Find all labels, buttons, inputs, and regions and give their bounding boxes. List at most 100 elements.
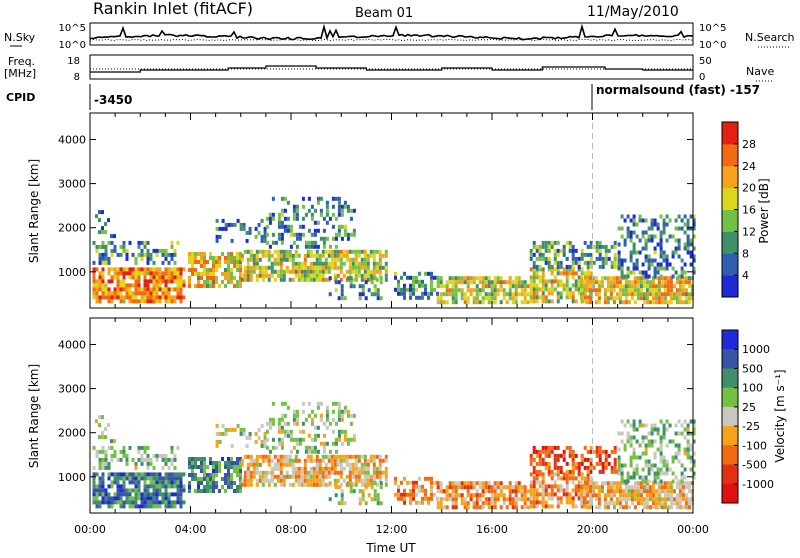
power-cell bbox=[665, 258, 669, 263]
power-cell bbox=[116, 271, 120, 276]
velocity-cell bbox=[258, 478, 262, 483]
power-cell bbox=[152, 275, 156, 280]
velocity-cell bbox=[692, 463, 696, 468]
power-cell bbox=[451, 288, 455, 293]
power-cell bbox=[550, 264, 554, 269]
power-cell bbox=[663, 292, 667, 297]
nave-right-label: Nave bbox=[746, 65, 774, 78]
velocity-cell bbox=[249, 482, 253, 487]
power-cell bbox=[212, 284, 215, 288]
power-cell bbox=[176, 279, 180, 284]
velocity-cell bbox=[215, 473, 218, 477]
power-cell bbox=[535, 264, 539, 269]
power-cell bbox=[188, 268, 191, 272]
power-cell bbox=[363, 265, 367, 270]
power-cell bbox=[412, 291, 415, 296]
power-cell bbox=[580, 267, 584, 272]
velocity-cell bbox=[508, 501, 512, 506]
power-cell bbox=[312, 273, 316, 278]
velocity-cell bbox=[270, 470, 274, 475]
velocity-cell bbox=[336, 478, 340, 483]
power-cell bbox=[677, 274, 681, 279]
velocity-cell bbox=[532, 457, 536, 462]
power-cell bbox=[481, 296, 485, 301]
power-cell bbox=[632, 214, 636, 219]
power-cell bbox=[346, 232, 350, 237]
velocity-cell bbox=[343, 433, 347, 438]
velocity-cell bbox=[146, 465, 150, 470]
velocity-cell bbox=[659, 447, 663, 452]
velocity-cell bbox=[149, 500, 153, 505]
velocity-cell bbox=[532, 504, 536, 509]
power-cell bbox=[243, 273, 247, 278]
power-cell bbox=[580, 271, 584, 276]
velocity-cell bbox=[394, 492, 397, 497]
velocity-cell bbox=[674, 451, 678, 456]
velocity-cell bbox=[672, 501, 676, 506]
power-cell bbox=[116, 283, 120, 288]
velocity-cell bbox=[343, 501, 347, 506]
velocity-cell bbox=[665, 443, 669, 448]
power-cell bbox=[669, 276, 673, 281]
power-cell bbox=[322, 240, 326, 245]
power-cell bbox=[301, 204, 305, 209]
velocity-cell bbox=[677, 443, 681, 448]
velocity-cell bbox=[689, 467, 693, 472]
velocity-cell bbox=[583, 500, 587, 505]
velocity-cell bbox=[113, 492, 117, 497]
velocity-cell bbox=[146, 484, 150, 489]
velocity-cell bbox=[647, 463, 651, 468]
power-cell bbox=[358, 292, 362, 297]
power-cell bbox=[639, 288, 643, 293]
power-cell bbox=[436, 291, 439, 296]
velocity-cell bbox=[119, 500, 123, 505]
power-cell bbox=[270, 253, 274, 258]
power-cell bbox=[152, 287, 156, 292]
velocity-cell bbox=[167, 457, 171, 462]
power-cell bbox=[535, 248, 539, 253]
power-cell bbox=[645, 296, 649, 301]
power-cell bbox=[680, 258, 684, 263]
power-cell bbox=[556, 295, 560, 300]
power-cell bbox=[306, 253, 310, 258]
velocity-cell bbox=[585, 481, 589, 486]
velocity-cell bbox=[481, 489, 485, 494]
velocity-cell bbox=[514, 489, 518, 494]
power-cell bbox=[639, 280, 643, 285]
velocity-cell bbox=[279, 470, 283, 475]
velocity-cell bbox=[511, 485, 515, 490]
x-tick-label: 04:00 bbox=[175, 523, 207, 536]
noise-frame bbox=[89, 22, 694, 46]
power-cell bbox=[233, 256, 236, 260]
velocity-cell bbox=[409, 480, 412, 485]
power-cell bbox=[692, 226, 696, 231]
velocity-cell bbox=[451, 505, 455, 510]
power-cell bbox=[143, 267, 147, 272]
power-colorbar-tick-label: 16 bbox=[742, 204, 756, 217]
velocity-cell bbox=[167, 504, 171, 509]
velocity-cell bbox=[280, 401, 284, 406]
power-cell bbox=[292, 204, 296, 209]
velocity-cell bbox=[239, 461, 242, 465]
power-cell bbox=[613, 240, 617, 245]
velocity-cell bbox=[215, 431, 219, 436]
power-cell bbox=[107, 267, 111, 272]
power-cell bbox=[179, 275, 183, 280]
velocity-cell bbox=[651, 493, 655, 498]
velocity-cell bbox=[285, 458, 289, 463]
power-cell bbox=[647, 254, 651, 259]
velocity-cell bbox=[379, 485, 383, 490]
power-cell bbox=[276, 249, 280, 254]
power-cell bbox=[478, 276, 482, 281]
velocity-cell bbox=[378, 462, 382, 467]
velocity-cell bbox=[321, 474, 325, 479]
velocity-cell bbox=[239, 427, 243, 432]
velocity-cell bbox=[200, 477, 203, 481]
velocity-cell bbox=[158, 476, 162, 481]
power-cell bbox=[638, 238, 642, 243]
power-cell bbox=[454, 276, 458, 281]
power-cell bbox=[119, 271, 123, 276]
velocity-cell bbox=[334, 421, 338, 426]
power-cell bbox=[460, 280, 464, 285]
velocity-cell bbox=[499, 489, 503, 494]
